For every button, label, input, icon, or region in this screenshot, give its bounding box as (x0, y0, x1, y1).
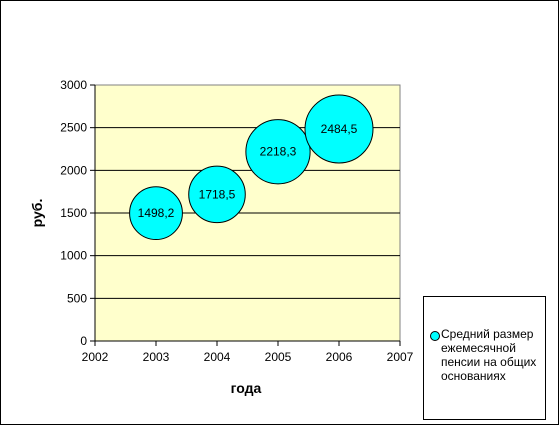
bubble (188, 165, 246, 224)
x-axis-ticks: 2002 2003 2004 2005 2006 2007 (82, 340, 414, 364)
x-tick-label: 2004 (204, 350, 231, 364)
x-tick-label: 2005 (265, 350, 292, 364)
y-tick-label: 500 (67, 291, 87, 305)
bubble-data-label: 2484,5 (321, 122, 358, 136)
y-tick-label: 2500 (60, 121, 87, 135)
x-tick-label: 2006 (326, 350, 353, 364)
x-tick-label: 2007 (387, 350, 414, 364)
bubble-data-label: 1718,5 (199, 187, 236, 201)
x-tick-label: 2002 (82, 350, 109, 364)
legend: Средний размер ежемесячной пенсии на общ… (423, 296, 546, 420)
bubble (304, 94, 374, 164)
bubble-data-label: 1498,2 (138, 206, 175, 220)
y-tick-label: 0 (80, 334, 87, 348)
bubble (245, 119, 311, 185)
y-tick-label: 1000 (60, 249, 87, 263)
x-tick-label: 2003 (143, 350, 170, 364)
x-axis-title: года (231, 380, 262, 396)
bubble (129, 186, 183, 241)
legend-label: Средний размер ежемесячной пенсии на общ… (441, 327, 537, 383)
y-axis-title: руб. (29, 199, 45, 228)
bubble-data-label: 2218,3 (260, 145, 297, 159)
data-labels: 1498,2 1718,5 2218,3 2484,5 (138, 122, 358, 220)
y-tick-label: 1500 (60, 206, 87, 220)
y-axis-ticks: 0 500 1000 1500 2000 2500 3000 (60, 78, 96, 348)
bubble-series (129, 94, 374, 241)
y-tick-label: 3000 (60, 78, 87, 92)
y-tick-label: 2000 (60, 163, 87, 177)
legend-bubble-marker (430, 331, 440, 341)
